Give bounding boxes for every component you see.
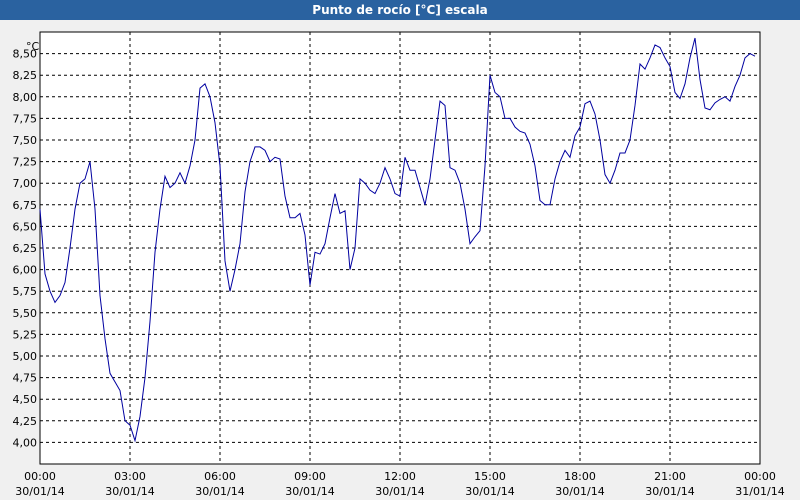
data-line xyxy=(39,37,756,443)
y-tick-label: 7,75 xyxy=(13,112,38,125)
x-tick-date: 31/01/14 xyxy=(735,485,784,498)
x-tick-date: 30/01/14 xyxy=(285,485,334,498)
x-tick-label: 15:00 xyxy=(474,470,506,483)
y-tick-label: 6,25 xyxy=(13,242,38,255)
x-tick-date: 30/01/14 xyxy=(105,485,154,498)
y-tick-label: 7,25 xyxy=(13,156,38,169)
y-tick-label: 6,75 xyxy=(13,199,38,212)
x-tick-date: 30/01/14 xyxy=(465,485,514,498)
x-tick-label: 12:00 xyxy=(384,470,416,483)
x-tick-label: 18:00 xyxy=(564,470,596,483)
y-tick-label: 4,25 xyxy=(13,415,38,428)
plot-frame xyxy=(39,31,761,465)
x-tick-label: 06:00 xyxy=(204,470,236,483)
x-tick-label: 00:00 xyxy=(744,470,776,483)
y-tick-label: 5,75 xyxy=(13,285,38,298)
y-tick-label: 5,00 xyxy=(13,350,38,363)
y-tick-label: 8,50 xyxy=(13,48,38,61)
y-tick-label: 5,50 xyxy=(13,307,38,320)
title-bar: Punto de rocío [°C] escala xyxy=(0,0,800,20)
y-tick-label: 8,00 xyxy=(13,91,38,104)
x-tick-date: 30/01/14 xyxy=(555,485,604,498)
x-tick-date: 30/01/14 xyxy=(15,485,64,498)
y-tick-label: 4,00 xyxy=(13,436,38,449)
x-tick-date: 30/01/14 xyxy=(645,485,694,498)
y-axis-unit: °C xyxy=(26,40,40,53)
x-tick-label: 03:00 xyxy=(114,470,146,483)
y-tick-label: 5,25 xyxy=(13,328,38,341)
y-tick-label: 4,50 xyxy=(13,393,38,406)
y-tick-label: 7,00 xyxy=(13,177,38,190)
y-tick-label: 8,25 xyxy=(13,69,38,82)
x-tick-label: 21:00 xyxy=(654,470,686,483)
y-tick-label: 6,50 xyxy=(13,220,38,233)
y-tick-label: 4,75 xyxy=(13,372,38,385)
x-tick-label: 00:00 xyxy=(24,470,56,483)
x-tick-date: 30/01/14 xyxy=(375,485,424,498)
y-tick-label: 6,00 xyxy=(13,264,38,277)
x-tick-label: 09:00 xyxy=(294,470,326,483)
x-tick-date: 30/01/14 xyxy=(195,485,244,498)
y-tick-label: 7,50 xyxy=(13,134,38,147)
